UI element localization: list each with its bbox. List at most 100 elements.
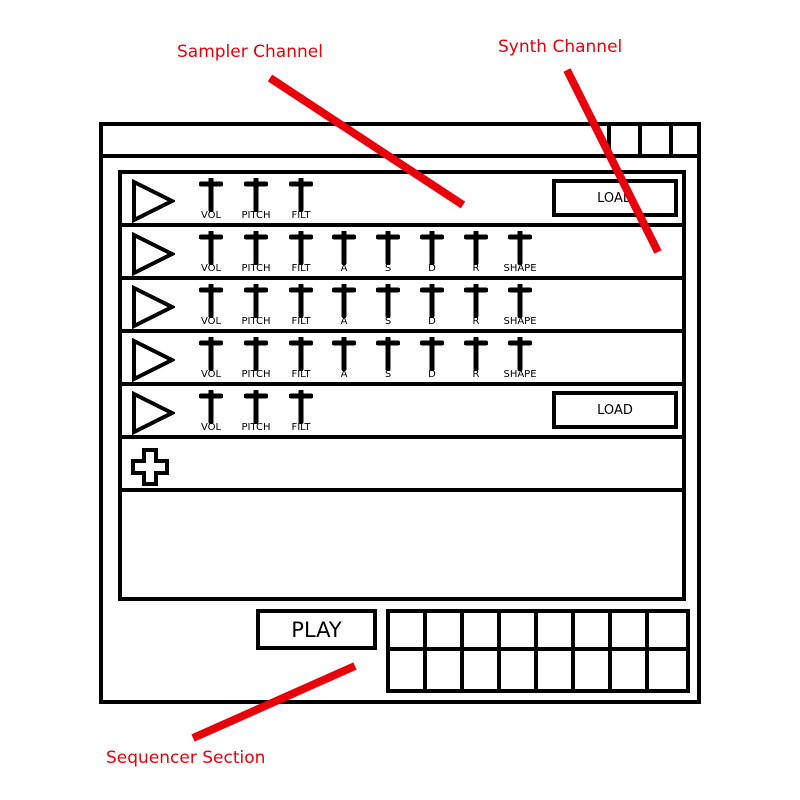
- knob-s[interactable]: S: [366, 231, 410, 277]
- close-button[interactable]: [669, 126, 700, 154]
- knob-icon: [199, 231, 223, 265]
- knob-icon: [332, 231, 356, 265]
- knob-r[interactable]: R: [454, 337, 498, 383]
- sequencer-step[interactable]: [649, 613, 686, 651]
- play-button[interactable]: PLAY: [256, 609, 377, 650]
- sequencer-step[interactable]: [612, 613, 649, 651]
- knob-d[interactable]: D: [410, 231, 454, 277]
- sequencer-step[interactable]: [612, 651, 649, 689]
- knob-vol[interactable]: VOL: [189, 390, 233, 436]
- knob-pitch[interactable]: PITCH: [234, 390, 278, 436]
- channel-list: VOL PITCH FILT LOAD VOL PITCH FILT A S D R SHAPE VOL…: [118, 170, 686, 601]
- knob-vol[interactable]: VOL: [189, 337, 233, 383]
- knob-label: R: [472, 369, 480, 380]
- knob-filt[interactable]: FILT: [279, 390, 323, 436]
- sequencer-step[interactable]: [649, 651, 686, 689]
- load-button[interactable]: LOAD: [552, 179, 678, 217]
- annotation-sequencer-section: Sequencer Section: [106, 748, 266, 768]
- knob-label: D: [428, 369, 436, 380]
- knob-label: A: [340, 263, 348, 274]
- sequencer-step[interactable]: [390, 651, 427, 689]
- knob-vol[interactable]: VOL: [189, 231, 233, 277]
- knob-d[interactable]: D: [410, 284, 454, 330]
- knob-r[interactable]: R: [454, 284, 498, 330]
- knob-label: R: [472, 263, 480, 274]
- knob-label: PITCH: [241, 422, 271, 433]
- knob-label: S: [384, 369, 392, 380]
- channel-play-icon[interactable]: [131, 391, 175, 435]
- knob-icon: [376, 231, 400, 265]
- knob-shape[interactable]: SHAPE: [498, 231, 542, 277]
- title-bar: [103, 126, 697, 158]
- knob-icon: [332, 284, 356, 318]
- knob-pitch[interactable]: PITCH: [234, 337, 278, 383]
- sequencer-step[interactable]: [427, 651, 464, 689]
- app-window: VOL PITCH FILT LOAD VOL PITCH FILT A S D R SHAPE VOL…: [99, 122, 701, 704]
- sequencer-step[interactable]: [464, 613, 501, 651]
- add-channel-row: [122, 439, 682, 492]
- knob-r[interactable]: R: [454, 231, 498, 277]
- knob-s[interactable]: S: [366, 337, 410, 383]
- synth-channel-row: VOL PITCH FILT A S D R SHAPE: [122, 280, 682, 333]
- sequencer-step[interactable]: [501, 651, 538, 689]
- plus-icon[interactable]: [131, 448, 169, 486]
- sequencer-step[interactable]: [575, 613, 612, 651]
- sequencer-step[interactable]: [538, 613, 575, 651]
- knob-filt[interactable]: FILT: [279, 337, 323, 383]
- knob-icon: [199, 284, 223, 318]
- knob-icon: [420, 284, 444, 318]
- knob-filt[interactable]: FILT: [279, 284, 323, 330]
- knob-label: R: [472, 316, 480, 327]
- knob-filt[interactable]: FILT: [279, 178, 323, 224]
- knob-label: VOL: [200, 263, 222, 274]
- channel-play-icon[interactable]: [131, 338, 175, 382]
- channel-play-icon[interactable]: [131, 179, 175, 223]
- knob-label: A: [340, 369, 348, 380]
- knob-label: A: [340, 316, 348, 327]
- sequencer-step[interactable]: [390, 613, 427, 651]
- minimize-button[interactable]: [607, 126, 638, 154]
- sequencer-step[interactable]: [575, 651, 612, 689]
- knob-label: FILT: [291, 263, 311, 274]
- knob-icon: [244, 178, 268, 212]
- channel-play-icon[interactable]: [131, 285, 175, 329]
- knob-label: SHAPE: [503, 263, 537, 274]
- knob-icon: [420, 337, 444, 371]
- knob-label: VOL: [200, 316, 222, 327]
- knob-pitch[interactable]: PITCH: [234, 178, 278, 224]
- knob-label: FILT: [291, 316, 311, 327]
- knob-icon: [199, 178, 223, 212]
- sequencer-step[interactable]: [538, 651, 575, 689]
- channel-play-icon[interactable]: [131, 232, 175, 276]
- knob-a[interactable]: A: [322, 337, 366, 383]
- knob-label: FILT: [291, 422, 311, 433]
- knob-shape[interactable]: SHAPE: [498, 337, 542, 383]
- knob-icon: [244, 390, 268, 424]
- knob-pitch[interactable]: PITCH: [234, 231, 278, 277]
- sequencer-step[interactable]: [427, 613, 464, 651]
- knob-label: VOL: [200, 210, 222, 221]
- knob-vol[interactable]: VOL: [189, 284, 233, 330]
- knob-icon: [289, 337, 313, 371]
- knob-icon: [289, 390, 313, 424]
- sequencer-step[interactable]: [501, 613, 538, 651]
- synth-channel-row: VOL PITCH FILT A S D R SHAPE: [122, 227, 682, 280]
- load-button[interactable]: LOAD: [552, 391, 678, 429]
- knob-label: FILT: [291, 369, 311, 380]
- knob-vol[interactable]: VOL: [189, 178, 233, 224]
- sequencer-grid: [386, 609, 690, 693]
- knob-a[interactable]: A: [322, 284, 366, 330]
- knob-s[interactable]: S: [366, 284, 410, 330]
- synth-channel-row: VOL PITCH FILT A S D R SHAPE: [122, 333, 682, 386]
- knob-shape[interactable]: SHAPE: [498, 284, 542, 330]
- maximize-button[interactable]: [638, 126, 669, 154]
- annotation-synth-channel: Synth Channel: [498, 37, 623, 57]
- sequencer-step[interactable]: [464, 651, 501, 689]
- knob-a[interactable]: A: [322, 231, 366, 277]
- knob-label: PITCH: [241, 210, 271, 221]
- knob-icon: [376, 337, 400, 371]
- knob-d[interactable]: D: [410, 337, 454, 383]
- knob-icon: [244, 284, 268, 318]
- knob-filt[interactable]: FILT: [279, 231, 323, 277]
- knob-pitch[interactable]: PITCH: [234, 284, 278, 330]
